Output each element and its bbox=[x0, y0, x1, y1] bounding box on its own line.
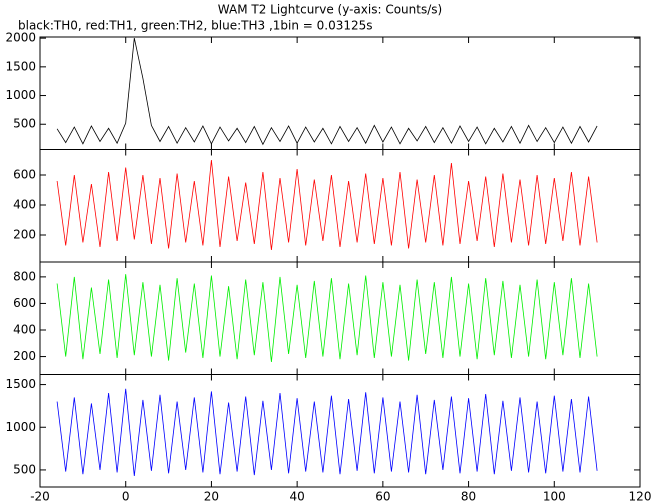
y-tick-label: 200 bbox=[13, 228, 36, 242]
lightcurve bbox=[56, 38, 598, 146]
lightcurve bbox=[56, 388, 598, 476]
y-tick-label: 2000 bbox=[5, 31, 36, 45]
y-tick-label: 1500 bbox=[5, 377, 36, 391]
x-tick-label: 60 bbox=[375, 490, 390, 504]
y-tick-label: 1500 bbox=[5, 59, 36, 73]
y-tick-label: 1000 bbox=[5, 420, 36, 434]
panel-frame bbox=[39, 374, 641, 488]
chart-title: WAM T2 Lightcurve (y-axis: Counts/s) bbox=[218, 3, 442, 17]
y-tick-label: 600 bbox=[13, 168, 36, 182]
panel-frame bbox=[39, 36, 641, 150]
y-tick-label: 200 bbox=[13, 349, 36, 363]
y-tick-label: 800 bbox=[13, 269, 36, 283]
y-tick-label: 1000 bbox=[5, 88, 36, 102]
y-tick-label: 500 bbox=[13, 462, 36, 476]
y-tick-label: 600 bbox=[13, 296, 36, 310]
x-tick-label: -20 bbox=[30, 490, 50, 504]
x-tick-label: 40 bbox=[290, 490, 305, 504]
y-tick-label: 400 bbox=[13, 323, 36, 337]
x-tick-label: 0 bbox=[122, 490, 130, 504]
chart-subtitle: black:TH0, red:TH1, green:TH2, blue:TH3 … bbox=[18, 19, 373, 33]
x-tick-label: 80 bbox=[461, 490, 476, 504]
x-tick-label: 100 bbox=[543, 490, 566, 504]
lightcurve bbox=[56, 274, 598, 362]
x-tick-label: 20 bbox=[204, 490, 219, 504]
y-tick-label: 500 bbox=[13, 117, 36, 131]
y-tick-label: 400 bbox=[13, 198, 36, 212]
lightcurve bbox=[56, 159, 598, 251]
x-tick-label: 120 bbox=[629, 490, 652, 504]
